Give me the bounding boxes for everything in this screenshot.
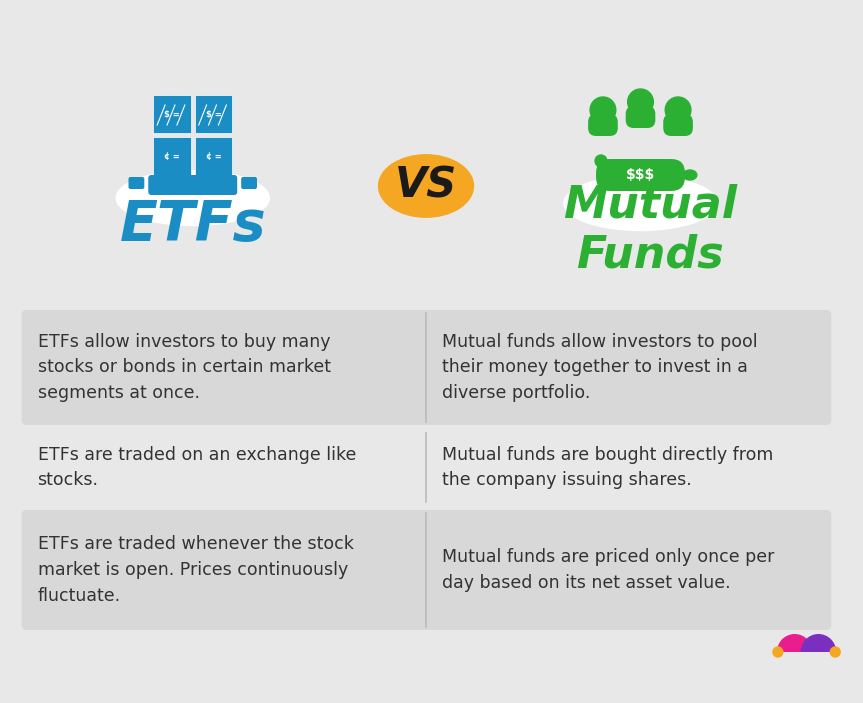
Ellipse shape	[564, 176, 717, 231]
Circle shape	[590, 97, 616, 123]
FancyBboxPatch shape	[241, 177, 257, 189]
Text: ETFs are traded whenever the stock
market is open. Prices continuously
fluctuate: ETFs are traded whenever the stock marke…	[38, 535, 354, 605]
FancyBboxPatch shape	[154, 95, 191, 133]
Text: ¢ =: ¢ =	[164, 152, 180, 160]
Text: $ =: $ =	[164, 110, 180, 119]
FancyBboxPatch shape	[596, 159, 685, 191]
Circle shape	[595, 155, 607, 167]
Text: Mutual
Funds: Mutual Funds	[564, 183, 737, 276]
Text: $ =: $ =	[205, 110, 222, 119]
FancyBboxPatch shape	[195, 137, 232, 175]
Circle shape	[830, 647, 841, 657]
FancyBboxPatch shape	[129, 177, 144, 189]
Text: Mutual funds are bought directly from
the company issuing shares.: Mutual funds are bought directly from th…	[442, 446, 773, 489]
FancyBboxPatch shape	[22, 430, 831, 505]
FancyBboxPatch shape	[148, 175, 237, 195]
Circle shape	[665, 97, 691, 123]
Circle shape	[773, 647, 783, 657]
Ellipse shape	[379, 155, 474, 217]
Text: ETFs: ETFs	[119, 198, 266, 252]
Wedge shape	[777, 634, 812, 652]
Circle shape	[627, 89, 653, 115]
Text: Mutual funds allow investors to pool
their money together to invest in a
diverse: Mutual funds allow investors to pool the…	[442, 333, 758, 402]
FancyBboxPatch shape	[588, 114, 618, 136]
Text: ETFs allow investors to buy many
stocks or bonds in certain market
segments at o: ETFs allow investors to buy many stocks …	[38, 333, 331, 402]
FancyBboxPatch shape	[22, 510, 831, 630]
Text: VS: VS	[395, 165, 457, 207]
FancyBboxPatch shape	[664, 114, 693, 136]
Text: ¢ =: ¢ =	[205, 152, 222, 160]
Text: $$$: $$$	[626, 168, 655, 182]
FancyBboxPatch shape	[154, 137, 191, 175]
FancyBboxPatch shape	[195, 95, 232, 133]
Ellipse shape	[117, 171, 269, 226]
FancyBboxPatch shape	[626, 106, 655, 128]
Text: ETFs are traded on an exchange like
stocks.: ETFs are traded on an exchange like stoc…	[38, 446, 356, 489]
Wedge shape	[801, 634, 836, 652]
Text: Mutual funds are priced only once per
day based on its net asset value.: Mutual funds are priced only once per da…	[442, 548, 774, 592]
FancyBboxPatch shape	[22, 310, 831, 425]
Ellipse shape	[683, 170, 696, 180]
